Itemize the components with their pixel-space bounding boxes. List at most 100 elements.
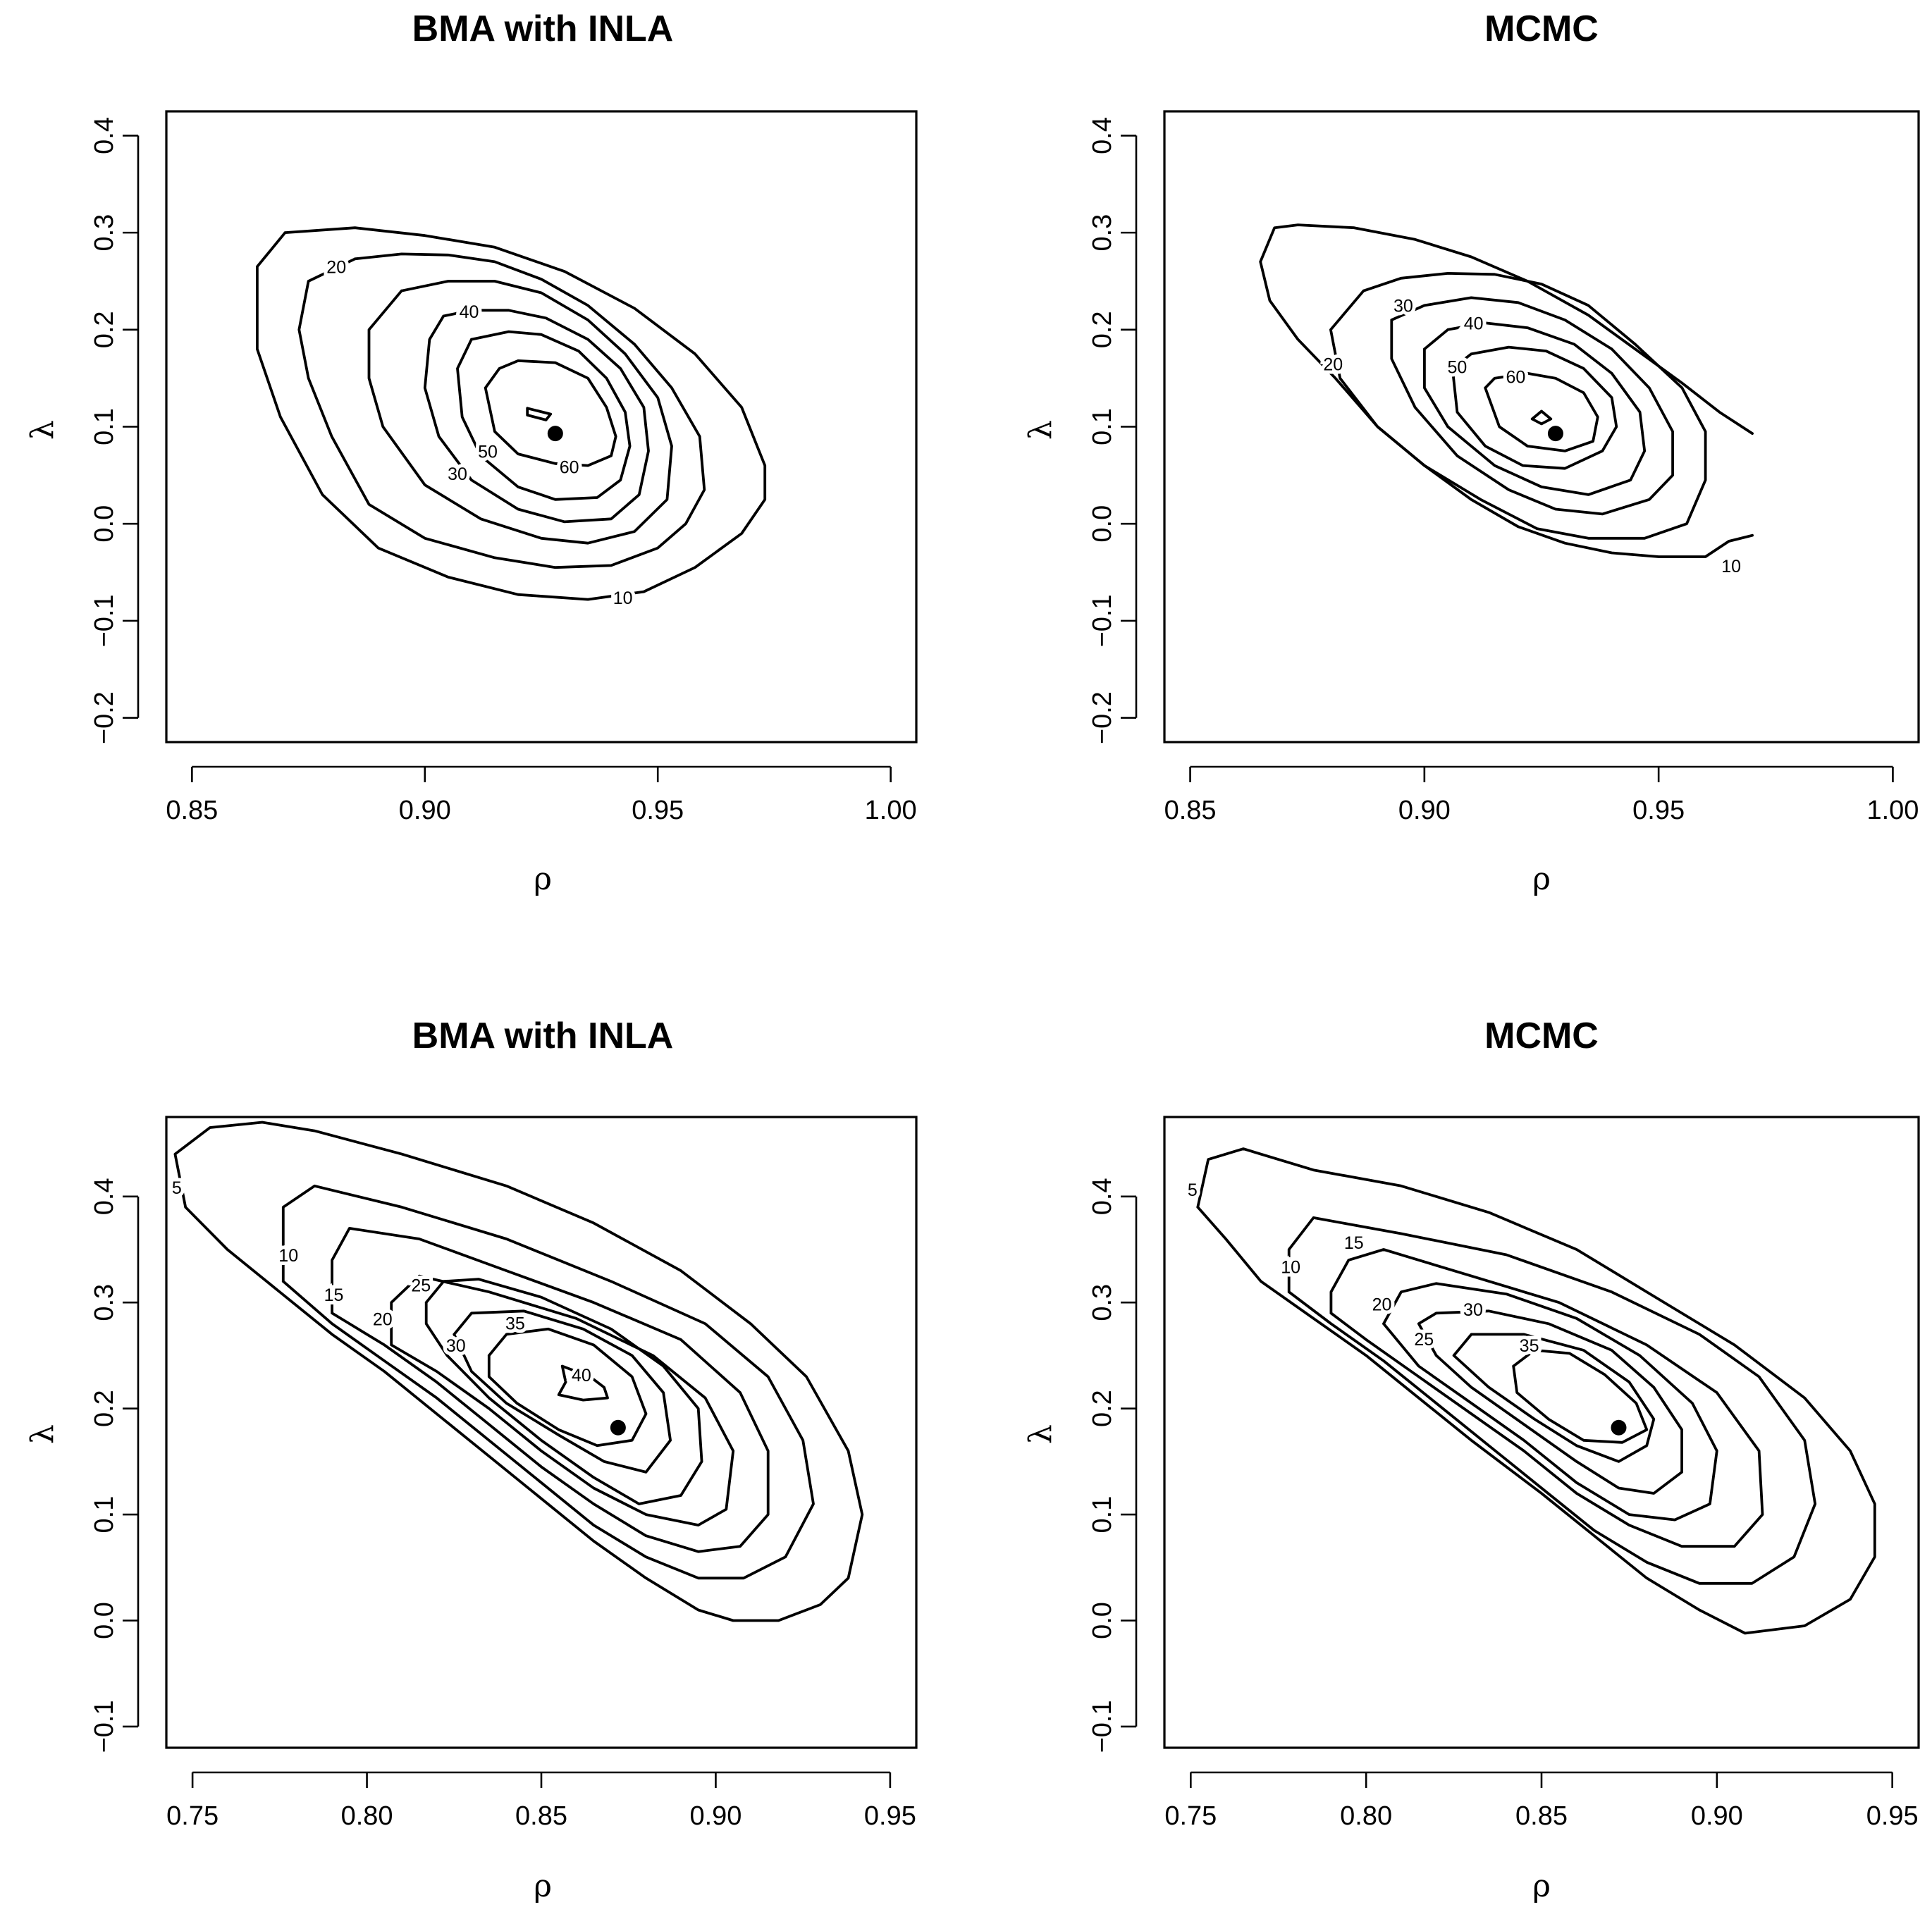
contour-label-5: 5 <box>1188 1180 1198 1200</box>
y-tick-label: 0.0 <box>1088 505 1117 543</box>
y-tick-label: 0.3 <box>1088 214 1117 252</box>
contour-line-5 <box>1196 1147 1876 1635</box>
contour-line-5 <box>173 1121 864 1622</box>
contour-line-60 <box>484 359 617 467</box>
contour-label-10: 10 <box>278 1246 298 1266</box>
y-tick-label: −0.1 <box>90 594 119 647</box>
x-tick-label: 0.85 <box>1164 796 1217 825</box>
x-tick-label: 0.85 <box>515 1801 567 1831</box>
plot-frame <box>165 1116 918 1749</box>
contour-lines <box>256 226 767 601</box>
contour-line-20 <box>297 252 706 569</box>
contour-label-35: 35 <box>505 1314 525 1333</box>
contour-label-40: 40 <box>460 302 479 322</box>
y-tick-label: −0.2 <box>90 691 119 744</box>
y-tick-label: 0.4 <box>1088 117 1117 154</box>
axis-ticks: 0.75 0.80 0.85 0.90 0.95 −0.1 0.0 0.1 0.2 0.3 0.4 <box>90 1178 916 1831</box>
y-axis-label: λ <box>25 1424 61 1444</box>
contour-line-60 <box>1484 371 1599 452</box>
x-tick-label: 0.95 <box>632 796 684 825</box>
contour-line-40 <box>557 1364 609 1402</box>
contour-line-35 <box>487 1327 648 1448</box>
panel-top-left: BMA with INLA ρ λ 0.85 0.90 0.95 1.00 −0.2 −0… <box>25 8 918 897</box>
contour-line-15 <box>331 1227 770 1553</box>
contour-label-30: 30 <box>446 1336 466 1356</box>
contour-line-30 <box>453 1309 672 1474</box>
x-tick-label: 0.90 <box>689 1801 742 1831</box>
y-tick-label: 0.2 <box>1088 311 1117 348</box>
x-tick-label: 0.80 <box>1340 1801 1392 1831</box>
contour-line-70 <box>526 407 553 421</box>
contour-line-50 <box>1451 345 1618 470</box>
x-tick-label: 0.85 <box>166 796 218 825</box>
posterior-mode-point <box>610 1419 626 1436</box>
axis-ticks: 0.75 0.80 0.85 0.90 0.95 −0.1 0.0 0.1 0.2 0.3 0.4 <box>1088 1178 1919 1831</box>
contour-label-15: 15 <box>1344 1233 1364 1253</box>
y-axis-label: λ <box>25 420 61 440</box>
panel-bottom-left: BMA with INLA ρ λ 0.75 0.80 0.85 0.90 0.95 −0… <box>25 1016 918 1904</box>
chart-title: BMA with INLA <box>412 8 674 49</box>
y-tick-label: −0.1 <box>90 1700 119 1753</box>
contour-line-10 <box>1259 223 1754 558</box>
posterior-mode-point <box>1611 1419 1627 1436</box>
y-tick-label: 0.0 <box>90 1602 119 1639</box>
contour-label-20: 20 <box>1372 1295 1392 1314</box>
y-tick-label: 0.0 <box>90 505 119 543</box>
contour-line-20 <box>1329 272 1707 540</box>
contour-label-10: 10 <box>613 588 633 608</box>
y-tick-label: 0.4 <box>90 1178 119 1215</box>
panel-bottom-right: MCMC ρ λ 0.75 0.80 0.85 0.90 0.95−0.10.00.10… <box>1023 1016 1920 1904</box>
chart-title: MCMC <box>1484 8 1599 49</box>
contour-line-20 <box>390 1274 735 1526</box>
y-tick-label: 0.3 <box>1088 1284 1117 1321</box>
chart-title: MCMC <box>1484 1016 1599 1056</box>
x-tick-label: 0.85 <box>1515 1801 1568 1831</box>
y-tick-label: 0.4 <box>1088 1178 1117 1215</box>
y-tick-label: 0.2 <box>1088 1390 1117 1427</box>
contour-label-25: 25 <box>1414 1330 1434 1350</box>
contour-label-30: 30 <box>1393 297 1413 316</box>
contour-label-20: 20 <box>326 258 346 278</box>
contour-line-30 <box>1452 1333 1656 1463</box>
y-tick-label: −0.1 <box>1088 1700 1117 1753</box>
y-tick-label: 0.1 <box>1088 408 1117 445</box>
contour-labels: 5 10 15 20 25 30 35 <box>1184 1177 1627 1436</box>
x-tick-label: 0.80 <box>341 1801 393 1831</box>
contour-line-30 <box>367 280 673 545</box>
contour-line-15 <box>1329 1248 1764 1548</box>
x-tick-label: 1.00 <box>865 796 917 825</box>
contour-line-40 <box>423 309 650 524</box>
y-tick-label: 0.2 <box>90 311 119 348</box>
y-tick-label: 0.1 <box>90 1496 119 1534</box>
y-tick-label: 0.1 <box>90 408 119 445</box>
x-tick-label: 0.95 <box>1632 796 1685 825</box>
contour-label-50: 50 <box>478 442 498 462</box>
x-axis-label: ρ <box>1532 861 1551 897</box>
contour-label-25: 25 <box>411 1276 431 1295</box>
contour-line-50 <box>456 330 632 501</box>
contour-label-30: 30 <box>448 464 467 484</box>
panel-top-right: MCMC ρ λ 0.85 0.90 0.95 1.00−0.2−0.10.00.10… <box>1023 8 1920 897</box>
contour-label-5: 5 <box>172 1178 182 1198</box>
y-tick-label: −0.1 <box>1088 594 1117 647</box>
x-axis-label: ρ <box>534 861 552 897</box>
y-axis-label: λ <box>1023 420 1059 440</box>
y-tick-label: 0.2 <box>90 1390 119 1427</box>
contour-line-70 <box>1530 409 1553 426</box>
y-tick-label: 0.1 <box>1088 1496 1117 1534</box>
contour-line-25 <box>424 1278 703 1505</box>
y-tick-label: 0.4 <box>90 117 119 154</box>
x-tick-label: 0.95 <box>864 1801 916 1831</box>
contour-line-10 <box>1287 1216 1817 1585</box>
x-axis-label: ρ <box>534 1868 552 1904</box>
contour-line-10 <box>281 1184 815 1580</box>
x-tick-label: 1.00 <box>1866 796 1919 825</box>
contour-label-20: 20 <box>1323 354 1343 374</box>
contour-label-40: 40 <box>1464 314 1484 334</box>
x-tick-label: 0.90 <box>1398 796 1451 825</box>
contour-label-60: 60 <box>1506 367 1526 387</box>
contour-label-35: 35 <box>1520 1336 1539 1356</box>
contour-labels: 10 20 30 40 50 60 <box>323 254 636 612</box>
contour-label-50: 50 <box>1447 357 1467 377</box>
x-axis-label: ρ <box>1532 1868 1551 1904</box>
